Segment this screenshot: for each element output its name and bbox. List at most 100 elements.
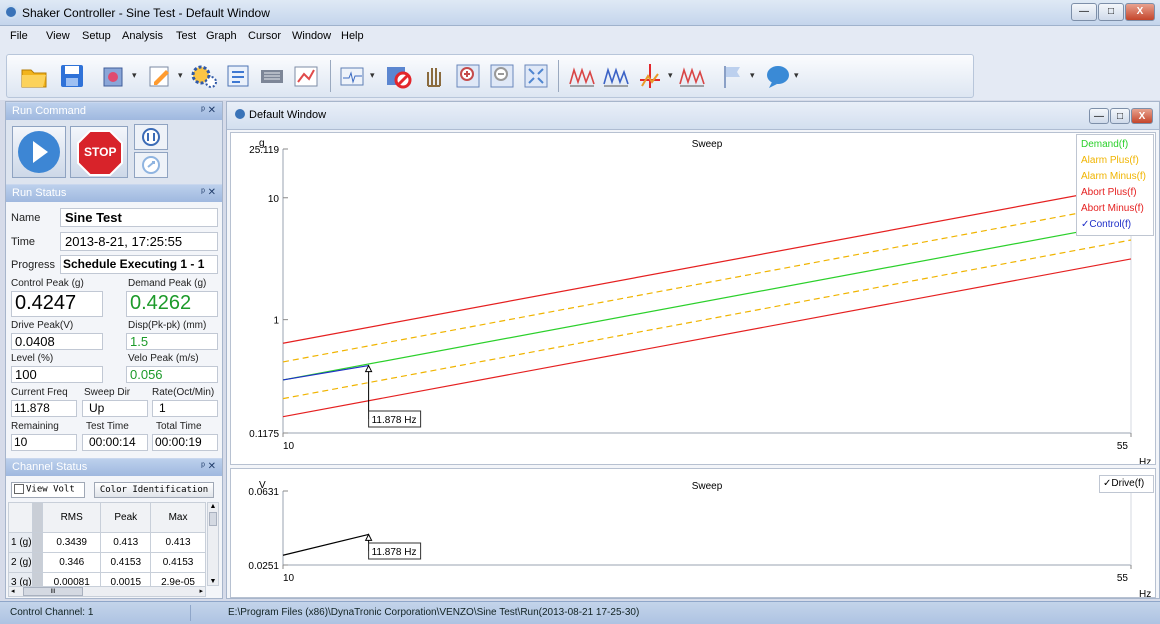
y-axis-label: V (259, 480, 266, 491)
save-icon[interactable] (58, 62, 86, 90)
signal-icon[interactable] (338, 62, 366, 90)
resume-button[interactable] (134, 152, 168, 178)
toolbar-separator (330, 60, 331, 92)
waveform-peak-icon[interactable] (678, 62, 706, 90)
no-record-icon[interactable] (384, 62, 412, 90)
fit-icon[interactable] (522, 62, 550, 90)
signal-dropdown-arrow[interactable]: ▾ (370, 70, 375, 80)
menu-analysis[interactable]: Analysis (122, 30, 163, 42)
run-status-panel: Run Status ᵖ ✕ Name Sine Test Time 2013-… (6, 184, 222, 462)
pin-icon[interactable]: ᵖ ✕ (201, 187, 216, 198)
acceleration-legend[interactable]: Demand(f) Alarm Plus(f) Alarm Minus(f) A… (1076, 134, 1154, 236)
table-row[interactable]: 2 (g) 0.346 0.4153 0.4153 (8, 552, 206, 573)
total-time-value: 00:00:19 (152, 434, 218, 451)
x-axis-label: Hz (1139, 589, 1151, 597)
cursor-dropdown-arrow[interactable]: ▾ (668, 70, 673, 80)
menu-window[interactable]: Window (292, 30, 332, 42)
legend-alarm-plus[interactable]: Alarm Plus(f) (1081, 155, 1139, 166)
disp-value: 1.5 (126, 333, 218, 350)
legend-control-label: Control(f) (1089, 219, 1132, 230)
acceleration-chart-svg[interactable]: Sweep g Hz 25.119 10 1 0.1175 10 55 11.878 Hz (231, 133, 1155, 464)
channel-status-title: Channel Status (12, 461, 88, 473)
chart-title: Sweep (692, 481, 723, 492)
run-status-header: Run Status ᵖ ✕ (6, 184, 222, 202)
setup-dropdown-arrow[interactable]: ▾ (132, 70, 137, 80)
velo-value: 0.056 (126, 366, 218, 383)
menu-help[interactable]: Help (341, 30, 364, 42)
cursor-marker (364, 533, 373, 541)
control-peak-label: Control Peak (g) (11, 278, 84, 289)
pan-hand-icon[interactable] (420, 62, 448, 90)
settings-gears-icon[interactable] (190, 62, 218, 90)
legend-abort-minus[interactable]: Abort Minus(f) (1081, 203, 1144, 214)
menu-setup[interactable]: Setup (82, 30, 111, 42)
pin-icon[interactable]: ᵖ ✕ (201, 105, 216, 116)
app-icon (4, 5, 18, 19)
x-tick-label: 10 (283, 441, 295, 452)
table-row[interactable]: 1 (g) 0.3439 0.413 0.413 (8, 532, 206, 553)
profile-icon[interactable] (292, 62, 320, 90)
legend-abort-plus[interactable]: Abort Plus(f) (1081, 187, 1137, 198)
edit-dropdown-arrow[interactable]: ▾ (178, 70, 183, 80)
window-icon (235, 109, 245, 119)
drive-chart-svg[interactable]: Sweep V Hz 0.0631 0.0251 10 55 11.878 Hz (231, 469, 1155, 597)
control-peak-value: 0.4247 (11, 291, 103, 317)
child-minimize-button[interactable]: — (1089, 108, 1109, 124)
acceleration-plot[interactable]: Sweep g Hz 25.119 10 1 0.1175 10 55 11.878 Hz Dem… (230, 132, 1156, 465)
menu-view[interactable]: View (46, 30, 70, 42)
zoom-in-icon[interactable] (454, 62, 482, 90)
drive-plot[interactable]: Sweep V Hz 0.0631 0.0251 10 55 11.878 Hz ✓Drive… (230, 468, 1156, 598)
menu-cursor[interactable]: Cursor (248, 30, 282, 42)
menu-graph[interactable]: Graph (206, 30, 237, 42)
stop-sign-icon (77, 130, 123, 176)
menu-test[interactable]: Test (176, 30, 197, 42)
horizontal-scrollbar[interactable]: ◂ III ▸ (8, 586, 206, 597)
drive-peak-value: 0.0408 (11, 333, 103, 350)
progress-value: Schedule Executing 1 - 1 (60, 255, 218, 274)
maximize-button[interactable]: □ (1098, 3, 1124, 21)
cursor-label-box (368, 542, 422, 560)
legend-alarm-minus[interactable]: Alarm Minus(f) (1081, 171, 1147, 182)
pause-button[interactable] (134, 124, 168, 150)
minimize-button[interactable]: — (1071, 3, 1097, 21)
total-time-label: Total Time (156, 421, 202, 432)
waveform-icon[interactable] (568, 62, 596, 90)
name-value: Sine Test (60, 208, 218, 227)
child-restore-button[interactable]: □ (1110, 108, 1130, 124)
y-tick-label: 1 (273, 316, 279, 327)
color-identification-button[interactable]: Color Identification (94, 482, 214, 498)
play-button[interactable] (12, 126, 66, 178)
menu-bar: File View Setup Analysis Test Graph Curs… (0, 26, 1160, 50)
drive-legend[interactable]: ✓Drive(f) (1099, 475, 1154, 493)
zoom-out-icon[interactable] (488, 62, 516, 90)
vertical-scrollbar[interactable]: ▲ ▼ (207, 502, 219, 586)
rate-label: Rate(Oct/Min) (152, 387, 215, 398)
series-line (282, 184, 1132, 344)
stop-button[interactable]: STOP (70, 126, 128, 178)
pin-icon[interactable]: ᵖ ✕ (201, 461, 216, 472)
cursor-icon[interactable] (636, 62, 664, 90)
menu-file[interactable]: File (10, 30, 28, 42)
comment-dropdown-arrow[interactable]: ▾ (794, 70, 799, 80)
default-window-title: Default Window (249, 109, 327, 121)
flag-dropdown-arrow[interactable]: ▾ (750, 70, 755, 80)
child-close-button[interactable]: X (1131, 108, 1153, 124)
hardware-icon[interactable] (258, 62, 286, 90)
legend-drive[interactable]: Drive(f) (1111, 478, 1145, 489)
flag-icon[interactable] (718, 62, 746, 90)
open-folder-icon[interactable] (20, 62, 48, 90)
waveform-multi-icon[interactable] (602, 62, 630, 90)
demand-peak-label: Demand Peak (g) (128, 278, 207, 289)
legend-control[interactable]: ✓Control(f) (1081, 217, 1149, 233)
cell-peak: 0.413 (100, 532, 152, 553)
legend-demand[interactable]: Demand(f) (1081, 139, 1129, 150)
schedule-icon[interactable] (224, 62, 252, 90)
close-button[interactable]: X (1125, 3, 1155, 21)
scroll-thumb[interactable]: III (23, 587, 83, 596)
edit-icon[interactable] (146, 62, 174, 90)
setup-icon[interactable] (100, 62, 128, 90)
comment-icon[interactable] (764, 62, 792, 90)
default-window-pane: Default Window — □ X Sweep g Hz 25.119 10 1 0.… (226, 101, 1160, 599)
view-volt-checkbox[interactable]: View Volt (11, 482, 85, 498)
y-tick-label: 10 (268, 194, 280, 205)
